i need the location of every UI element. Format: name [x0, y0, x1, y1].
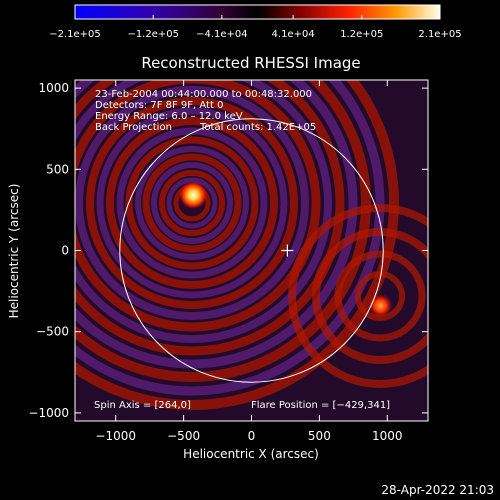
colorbar-gradient: [74, 4, 441, 20]
x-tick-label: 0: [248, 429, 256, 443]
chart-title: Reconstructed RHESSI Image: [141, 54, 360, 72]
plot-area: 23-Feb-2004 00:44:00.000 to 00:48:32.000…: [74, 79, 429, 422]
y-tick-label: −500: [36, 325, 69, 339]
spin-axis-marker: [281, 244, 294, 257]
y-tick-label: 500: [46, 162, 69, 176]
colorbar-tick-label: −1.2e+05: [127, 29, 179, 40]
solar-limb-circle: [119, 118, 384, 383]
sidelobe-rings-main: [75, 80, 399, 410]
annotation-flare-position: Flare Position = [−429,341]: [251, 400, 390, 411]
sidelobe-rings-secondary: [288, 204, 428, 388]
x-tick-label: 1000: [372, 429, 403, 443]
colorbar-tick-label: 4.1e+04: [272, 29, 315, 40]
colorbar-tick-label: −4.1e+04: [196, 29, 248, 40]
x-axis: −1000 −500 0 500 1000: [95, 80, 403, 443]
colorbar-tick-label: −2.1e+05: [49, 29, 101, 40]
x-tick-label: −500: [167, 429, 200, 443]
annotation-total-counts: Total counts: 1.42E+05: [199, 122, 316, 133]
y-tick-label: 0: [61, 244, 69, 258]
annotation-time-range: 23-Feb-2004 00:44:00.000 to 00:48:32.000: [95, 89, 312, 100]
x-tick-label: −1000: [95, 429, 136, 443]
x-axis-label: Heliocentric X (arcsec): [183, 447, 319, 461]
y-tick-label: −1000: [28, 406, 69, 420]
x-tick-label: 500: [308, 429, 331, 443]
annotation-spin-axis: Spin Axis = [264,0]: [94, 400, 191, 411]
flare-source-primary: [179, 181, 208, 210]
annotation-method: Back Projection: [95, 122, 172, 133]
y-tick-label: 1000: [38, 81, 69, 95]
flare-source-secondary: [368, 293, 393, 318]
footer-timestamp: 28-Apr-2022 21:03: [381, 483, 494, 497]
colorbar-tick-labels: −2.1e+05 −1.2e+05 −4.1e+04 4.1e+04 1.2e+05 2.…: [49, 29, 461, 40]
colorbar-tick-label: 1.2e+05: [340, 29, 383, 40]
annotation-detectors: Detectors: 7F 8F 9F, Att 0: [95, 100, 223, 111]
colorbar-ticks: [74, 15, 441, 19]
y-axis: −1000 −500 0 500 1000: [28, 81, 428, 420]
annotation-energy-range: Energy Range: 6.0 – 12.0 keV: [95, 111, 243, 122]
sidelobe-rings-negative: [75, 80, 385, 396]
y-axis-label: Heliocentric Y (arcsec): [7, 184, 21, 319]
colorbar-tick-label: 2.1e+05: [418, 29, 461, 40]
colorbar: −2.1e+05 −1.2e+05 −4.1e+04 4.1e+04 1.2e+05 2.…: [49, 4, 462, 40]
image-layer: [75, 80, 428, 410]
